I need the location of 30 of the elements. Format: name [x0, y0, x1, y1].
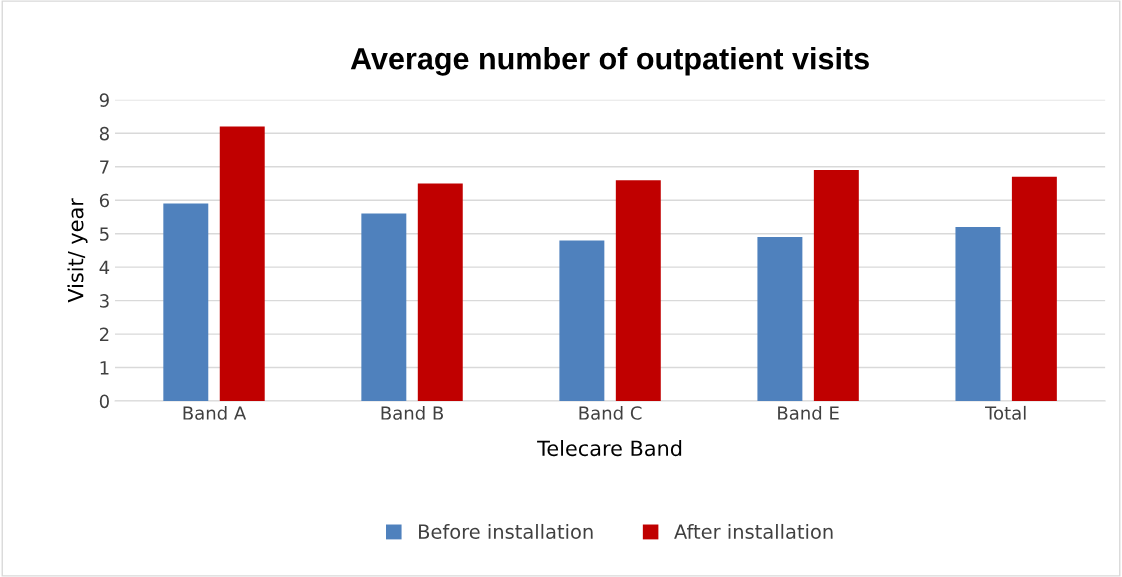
y-tick-label: 8	[99, 126, 109, 141]
x-axis-title: Telecare Band	[537, 440, 682, 457]
x-tick-label: Band E	[778, 405, 839, 420]
bar	[813, 170, 859, 402]
bar	[219, 126, 265, 402]
bar	[361, 213, 407, 402]
y-tick-label: 4	[99, 260, 110, 275]
legend-label: After installation	[674, 523, 833, 539]
bar	[955, 226, 1001, 402]
y-tick-label: 1	[100, 361, 109, 375]
bar	[417, 183, 463, 402]
legend-label: Before installation	[419, 523, 593, 539]
bar	[559, 240, 605, 402]
x-tick-label: Band B	[381, 405, 444, 420]
y-tick-label: 9	[99, 93, 109, 107]
y-tick-label: 5	[100, 227, 109, 241]
bar	[615, 180, 661, 402]
bar	[757, 237, 803, 402]
y-axis-title: Visit/ year	[67, 198, 88, 303]
chart-title: Average number of outpatient visits	[350, 47, 869, 76]
y-tick-label: 0	[99, 394, 109, 409]
y-tick-label: 6	[99, 193, 110, 208]
y-tick-label: 7	[100, 160, 109, 174]
bar	[163, 203, 209, 402]
x-tick-label: Band A	[183, 405, 247, 420]
y-tick-label: 3	[100, 294, 109, 308]
bar	[1011, 176, 1057, 402]
y-tick-label: 2	[99, 327, 109, 341]
x-tick-label: Total	[985, 405, 1026, 420]
x-tick-label: Band C	[579, 405, 642, 420]
